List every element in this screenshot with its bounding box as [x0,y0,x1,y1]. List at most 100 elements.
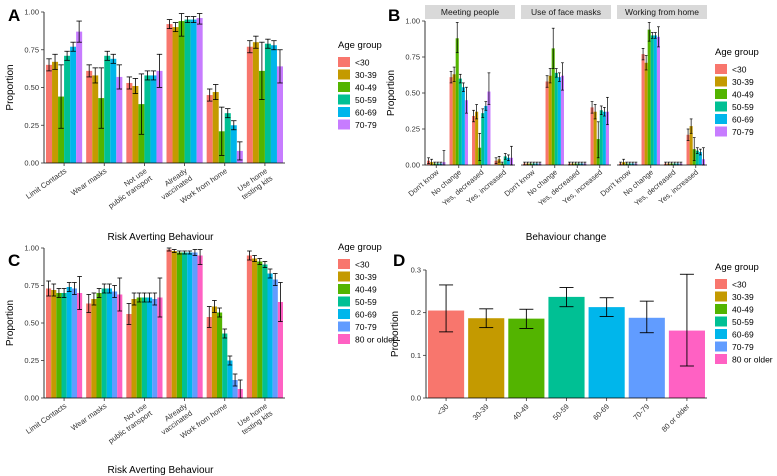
panel-letter: C [8,251,20,270]
bar [178,21,185,164]
bar [508,318,545,398]
bar [86,70,93,163]
bar [458,78,462,165]
y-tick-label: 1.00 [24,244,39,253]
legend-label: 40-49 [732,90,754,100]
legend-swatch [715,76,727,87]
x-axis-title: Risk Averting Behaviour [108,232,215,243]
x-tick-label: Limit Contacts [24,401,68,436]
bar [599,110,603,165]
bar [92,75,99,163]
x-tick-label: Not usepublic transport [101,166,154,211]
legend-swatch [715,114,727,124]
bar [166,24,173,163]
legend-swatch [715,101,727,112]
bar [641,54,645,166]
x-tick-label: 80 or older [660,402,692,434]
bar [468,318,505,398]
bar [686,134,690,165]
panel-letter: B [388,6,400,25]
bar [602,111,606,165]
panel-C: C 0.00 0.25 0.50 0.75 1.00 Limit Contacts Wear … [5,242,396,476]
y-tick-label: 0.75 [405,53,420,62]
bar [557,77,561,165]
legend-label: 60-69 [732,115,754,125]
bar [455,38,459,165]
bar [267,273,273,398]
y-tick-label: 0.0 [411,394,421,403]
bar [449,77,453,165]
legend-swatch [338,69,350,80]
legend-label: <30 [355,58,370,68]
bar [104,55,111,163]
bar [644,62,648,166]
legend-label: 30-39 [355,70,377,80]
legend-swatch [715,329,727,339]
legend-swatch [338,119,350,130]
bar [110,58,117,164]
y-tick-label: 0.50 [24,319,39,328]
bar [157,297,163,398]
x-tick-label-line: Wear masks [69,166,108,197]
legend-swatch [715,316,727,327]
bar [545,81,549,165]
bar [246,255,253,398]
bar [452,74,456,165]
bar [270,45,277,163]
x-tick-label-line: Limit Contacts [24,401,68,436]
y-tick-label: 0.2 [411,308,421,317]
bar [551,48,555,165]
bar [217,312,223,398]
bars [46,247,283,399]
bar [695,150,699,165]
legend-label: 70-79 [732,127,754,137]
bar [506,157,510,165]
legend-label: 30-39 [355,272,377,282]
x-tick-label: Use hometesting kits [235,401,275,436]
x-tick-label: Limit Contacts [24,166,68,201]
y-tick-label: 0.75 [24,281,39,290]
legend-label: <30 [732,280,747,290]
bar [647,29,651,165]
bar [276,66,283,163]
bar [590,107,594,165]
bar [91,299,97,398]
x-tick-label: 30-39 [471,402,491,422]
bar [66,287,72,398]
bar [70,46,77,164]
bar [52,61,59,163]
y-axis: 0.00 0.25 0.50 0.75 1.00 [405,17,426,170]
bar [150,75,157,163]
bar [152,299,158,398]
legend-label: 40-49 [732,305,754,315]
legend-label: 80 or older [355,335,396,345]
legend-swatch [338,309,350,319]
legend-label: 50-59 [355,297,377,307]
legend-swatch [338,321,350,332]
y-tick-label: 0.00 [24,159,39,168]
legend-title: Age group [338,40,382,51]
legend-label: 40-49 [355,285,377,295]
facet-strip-label: Meeting people [441,7,499,17]
bar [481,113,485,165]
bar [126,82,133,163]
y-axis: 0.0 0.1 0.2 0.3 [411,266,427,403]
x-tick-label: Wear masks [69,401,108,432]
legend-swatch [715,341,727,352]
x-axis-title: Risk Averting Behaviour [108,465,215,476]
bar [58,96,65,163]
bar [588,307,625,398]
bar [252,258,258,398]
x-tick-label: 40-49 [511,402,531,422]
y-tick-label: 0.00 [24,394,39,403]
facet-strip-label: Use of face masks [531,7,601,17]
y-tick-label: 0.25 [24,121,39,130]
bar [472,116,476,165]
bar [184,19,191,163]
bar [176,252,183,398]
panel-A: A 0.00 0.25 0.50 0.75 1.00 Limit Contacts Wear … [5,6,382,243]
bar [252,42,259,164]
x-tick-label: Not usepublic transport [101,401,154,446]
